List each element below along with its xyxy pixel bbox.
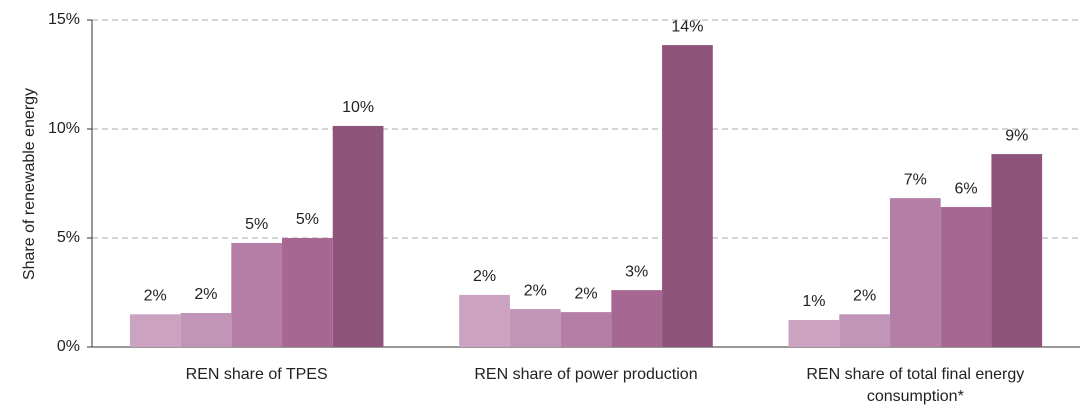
y-tick-label: 10% <box>48 120 80 137</box>
bar <box>940 207 992 347</box>
data-label: 9% <box>1005 127 1028 144</box>
y-tick-label: 15% <box>48 11 80 28</box>
data-label: 1% <box>802 293 825 310</box>
data-label: 2% <box>853 288 876 305</box>
bar <box>560 312 612 347</box>
data-label: 14% <box>671 18 703 35</box>
data-label: 6% <box>954 180 977 197</box>
y-axis-title: Share of renewable energy <box>21 88 38 280</box>
bar <box>459 294 510 347</box>
data-label: 10% <box>342 99 374 116</box>
y-tick-label: 5% <box>57 229 80 246</box>
bar <box>231 243 283 347</box>
data-label: 5% <box>245 216 268 233</box>
bar <box>991 154 1043 347</box>
bar <box>889 198 941 347</box>
data-label: 5% <box>296 211 319 228</box>
y-tick-label: 0% <box>57 338 80 355</box>
bar <box>180 312 232 347</box>
bar <box>839 314 890 347</box>
x-tick-label: REN share of TPES <box>185 366 328 383</box>
data-label: 2% <box>473 268 496 285</box>
bar <box>332 125 384 347</box>
data-label: 2% <box>574 285 597 302</box>
data-label: 7% <box>904 171 927 188</box>
x-tick-label: REN share of power production <box>474 366 698 383</box>
data-label: 2% <box>194 286 217 303</box>
data-label: 2% <box>144 288 167 305</box>
bar <box>611 290 663 347</box>
bar <box>129 314 181 347</box>
data-label: 2% <box>524 282 547 299</box>
x-tick-label: REN share of total final energy consumpt… <box>806 366 1025 405</box>
bar <box>788 319 840 347</box>
data-label: 3% <box>625 263 648 280</box>
bar <box>662 45 713 347</box>
bar <box>282 238 333 347</box>
bar <box>509 309 561 347</box>
